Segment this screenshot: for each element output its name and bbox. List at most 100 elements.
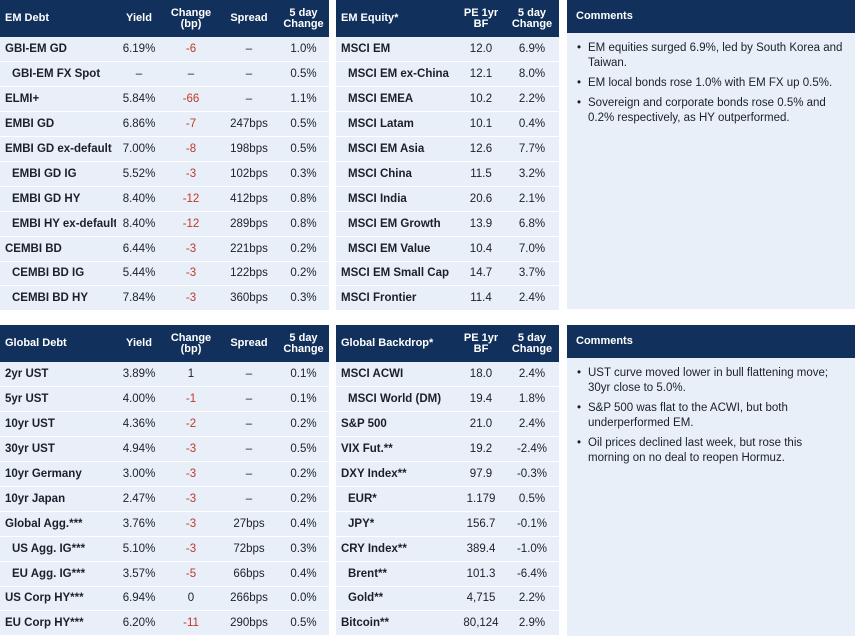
yield-cell: 3.00%: [116, 461, 162, 487]
row-name: ELMI+: [0, 86, 116, 113]
row-name: EUR*: [336, 486, 457, 512]
change-cell: -66: [162, 86, 220, 113]
spread-cell: –: [220, 436, 278, 463]
table-row: EU Agg. IG*** 3.57% -5 66bps 0.4%: [0, 561, 329, 587]
spread-cell: 290bps: [220, 610, 278, 636]
five-day-change-cell: 0.5%: [278, 136, 329, 162]
row-name: Global Agg.***: [0, 511, 116, 537]
comments-bottom-body: UST curve moved lower in bull flattening…: [567, 358, 855, 636]
table-row: 2yr UST 3.89% 1–0.1%: [0, 362, 329, 388]
global-backdrop-panel: Global Backdrop* PE 1yr BF 5 day Change …: [336, 325, 559, 636]
spread-cell: 102bps: [220, 161, 278, 187]
em-debt-header-spread: Spread: [220, 0, 278, 37]
table-row: MSCI Latam 10.1 0.4%: [336, 111, 559, 138]
yield-cell: 6.19%: [116, 37, 162, 63]
em-equity-table: EM Equity* PE 1yr BF 5 day Change MSCI E…: [336, 0, 559, 312]
pe-cell: 21.0: [457, 411, 505, 438]
global-debt-header-name: Global Debt: [0, 325, 116, 362]
five-day-change-cell: 1.8%: [505, 386, 559, 413]
five-day-change-cell: 0.5%: [278, 61, 329, 88]
comments-top-body: EM equities surged 6.9%, led by South Ko…: [567, 33, 855, 309]
table-row: MSCI Frontier 11.4 2.4%: [336, 285, 559, 312]
five-day-change-cell: 0.2%: [278, 261, 329, 287]
table-row: Brent** 101.3 -6.4%: [336, 561, 559, 587]
spread-cell: –: [220, 61, 278, 88]
five-day-change-cell: 2.2%: [505, 586, 559, 612]
five-day-change-cell: 0.8%: [278, 186, 329, 212]
global-backdrop-header-pe: PE 1yr BF: [457, 325, 505, 362]
five-day-change-cell: 0.4%: [278, 561, 329, 587]
global-debt-header-yield: Yield: [116, 325, 162, 362]
table-row: MSCI EMEA 10.2 2.2%: [336, 86, 559, 113]
em-equity-header-name: EM Equity*: [336, 0, 457, 37]
em-debt-header-row: EM Debt Yield Change (bp) Spread 5 day C…: [0, 0, 329, 37]
row-name: MSCI India: [336, 186, 457, 212]
spread-cell: –: [220, 86, 278, 113]
table-row: 5yr UST 4.00% -1–0.1%: [0, 386, 329, 413]
five-day-change-cell: 2.9%: [505, 610, 559, 636]
pe-cell: 97.9: [457, 461, 505, 487]
row-name: CEMBI BD HY: [0, 285, 116, 312]
spread-cell: 66bps: [220, 561, 278, 587]
change-cell: -7: [162, 111, 220, 138]
table-row: MSCI India 20.6 2.1%: [336, 186, 559, 212]
yield-cell: 2.47%: [116, 486, 162, 512]
five-day-change-cell: 0.4%: [505, 111, 559, 138]
table-row: EMBI GD 6.86% -7 247bps 0.5%: [0, 111, 329, 138]
global-debt-header-five-day: 5 day Change: [278, 325, 329, 362]
table-row: EMBI GD HY 8.40% -12 412bps 0.8%: [0, 186, 329, 212]
table-row: Global Agg.*** 3.76% -3 27bps 0.4%: [0, 511, 329, 537]
global-debt-body: 2yr UST 3.89% 1–0.1% 5yr UST 4.00% -1–0.1% 10y…: [0, 362, 329, 636]
table-row: CEMBI BD 6.44% -3 221bps 0.2%: [0, 236, 329, 262]
five-day-change-cell: 2.4%: [505, 362, 559, 388]
five-day-change-cell: -1.0%: [505, 536, 559, 562]
five-day-change-cell: 6.9%: [505, 37, 559, 63]
table-row: MSCI World (DM) 19.4 1.8%: [336, 386, 559, 413]
row-name: MSCI Frontier: [336, 285, 457, 312]
em-debt-header-name: EM Debt: [0, 0, 116, 37]
table-row: MSCI EM 12.0 6.9%: [336, 37, 559, 63]
change-cell: -3: [162, 285, 220, 312]
spread-cell: –: [220, 37, 278, 63]
comments-bottom-list: UST curve moved lower in bull flattening…: [577, 366, 845, 466]
comments-top-panel: Comments EM equities surged 6.9%, led by…: [567, 0, 855, 309]
spread-cell: 198bps: [220, 136, 278, 162]
table-row: GBI-EM GD 6.19% -6–1.0%: [0, 37, 329, 63]
pe-cell: 12.1: [457, 61, 505, 88]
row-name: VIX Fut.**: [336, 436, 457, 463]
table-row: CEMBI BD IG 5.44% -3 122bps 0.2%: [0, 261, 329, 287]
global-backdrop-header-name: Global Backdrop*: [336, 325, 457, 362]
five-day-change-cell: 2.1%: [505, 186, 559, 212]
yield-cell: 3.76%: [116, 511, 162, 537]
five-day-change-cell: 7.0%: [505, 236, 559, 262]
pe-cell: 101.3: [457, 561, 505, 587]
table-row: S&P 500 21.0 2.4%: [336, 411, 559, 438]
yield-cell: 3.57%: [116, 561, 162, 587]
row-name: MSCI EMEA: [336, 86, 457, 113]
em-equity-header-pe: PE 1yr BF: [457, 0, 505, 37]
table-row: MSCI EM ex-China 12.1 8.0%: [336, 61, 559, 88]
comments-bottom-title: Comments: [567, 325, 855, 358]
five-day-change-cell: 0.5%: [278, 610, 329, 636]
table-row: Bitcoin** 80,124 2.9%: [336, 610, 559, 636]
table-row: 10yr Germany 3.00% -3–0.2%: [0, 461, 329, 487]
row-name: Gold**: [336, 586, 457, 612]
pe-cell: 18.0: [457, 362, 505, 388]
five-day-change-cell: 0.1%: [278, 386, 329, 413]
em-debt-body: GBI-EM GD 6.19% -6–1.0% GBI-EM FX Spot – – –0.…: [0, 37, 329, 312]
row-name: DXY Index**: [336, 461, 457, 487]
table-row: DXY Index** 97.9 -0.3%: [336, 461, 559, 487]
table-row: 10yr UST 4.36% -2–0.2%: [0, 411, 329, 438]
row-name: US Corp HY***: [0, 586, 116, 612]
global-debt-header-row: Global Debt Yield Change (bp) Spread 5 d…: [0, 325, 329, 362]
table-row: MSCI EM Value 10.4 7.0%: [336, 236, 559, 262]
row-name: MSCI Latam: [336, 111, 457, 138]
change-cell: -12: [162, 211, 220, 237]
table-row: CEMBI BD HY 7.84% -3 360bps 0.3%: [0, 285, 329, 312]
pe-cell: 10.1: [457, 111, 505, 138]
spread-cell: 27bps: [220, 511, 278, 537]
five-day-change-cell: 0.1%: [278, 362, 329, 388]
spread-cell: 266bps: [220, 586, 278, 612]
row-name: CEMBI BD: [0, 236, 116, 262]
row-name: JPY*: [336, 511, 457, 537]
